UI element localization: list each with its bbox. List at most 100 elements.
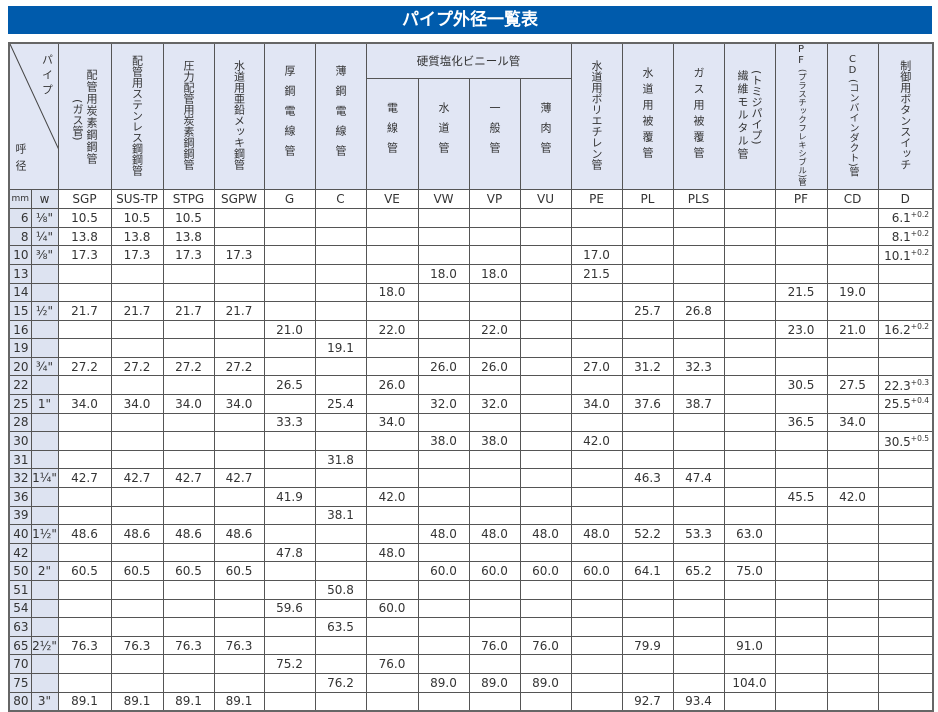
diameter-cell bbox=[57, 505, 112, 526]
nominal-inch: 3" bbox=[30, 691, 59, 712]
diameter-cell bbox=[723, 394, 776, 414]
diameter-cell bbox=[774, 431, 828, 451]
diameter-cell bbox=[672, 375, 725, 396]
diameter-cell bbox=[570, 672, 623, 693]
diameter-cell bbox=[877, 542, 934, 563]
header-tomiji-sub: (トミジパイプ) bbox=[750, 69, 763, 145]
diameter-cell: 89.1 bbox=[162, 691, 215, 712]
table-row: 16 21.0 22.0 22.0 23.0 21.0 16.2+0.2 bbox=[8, 319, 934, 340]
table-row: 42 47.8 48.0 bbox=[8, 542, 934, 563]
diameter-cell bbox=[263, 468, 316, 489]
diameter-cell bbox=[774, 394, 828, 414]
diameter-cell bbox=[826, 580, 879, 600]
diameter-cell bbox=[213, 580, 265, 600]
diameter-cell bbox=[877, 672, 934, 693]
diameter-cell bbox=[723, 301, 776, 321]
diameter-cell bbox=[468, 580, 521, 600]
diameter-cell bbox=[213, 375, 265, 396]
diameter-cell bbox=[877, 635, 934, 656]
diameter-cell bbox=[162, 319, 215, 340]
nominal-inch: 2" bbox=[30, 561, 59, 582]
header-stpg-text: 圧力配管用炭素鋼鋼管 bbox=[182, 60, 195, 171]
diameter-cell: 76.0 bbox=[365, 654, 419, 674]
diameter-cell: 42.0 bbox=[826, 487, 879, 507]
nominal-inch: 1½" bbox=[30, 524, 59, 544]
diameter-cell: 42.0 bbox=[570, 431, 623, 451]
diameter-cell bbox=[877, 487, 934, 507]
diameter-cell bbox=[519, 375, 572, 396]
diameter-cell bbox=[162, 672, 215, 693]
diameter-cell: 32.3 bbox=[672, 356, 725, 377]
table-row: 30 38.0 38.0 42.0 30.5+0.5 bbox=[8, 431, 934, 451]
table-row: 75 76.2 89.0 89.0 89.0 104.0 bbox=[8, 672, 934, 693]
diameter-cell: 25.7 bbox=[621, 301, 674, 321]
nominal-mm: 50 bbox=[8, 561, 32, 582]
diameter-cell: 89.0 bbox=[468, 672, 521, 693]
diameter-cell: 76.3 bbox=[57, 635, 112, 656]
diameter-cell bbox=[417, 598, 470, 619]
diameter-cell: 26.0 bbox=[468, 356, 521, 377]
diameter-cell: 27.2 bbox=[110, 356, 164, 377]
diameter-cell: 18.0 bbox=[468, 263, 521, 284]
diameter-cell bbox=[519, 394, 572, 414]
header-pf-code: PF bbox=[795, 44, 807, 66]
nominal-inch: 1" bbox=[30, 394, 59, 414]
header-pls-text: ガス用被覆管 bbox=[692, 67, 705, 164]
diameter-cell bbox=[774, 561, 828, 582]
diameter-cell: 27.5 bbox=[826, 375, 879, 396]
diameter-cell bbox=[263, 301, 316, 321]
diameter-cell: 17.3 bbox=[213, 245, 265, 265]
diameter-cell bbox=[877, 356, 934, 377]
diameter-cell bbox=[162, 542, 215, 563]
type-code: D bbox=[877, 189, 934, 210]
header-c: 薄鋼電線管 bbox=[314, 42, 367, 191]
diameter-cell: 31.8 bbox=[314, 449, 367, 470]
table-row: 15 ½" 21.7 21.7 21.7 21.7 25.7 26.8 bbox=[8, 301, 934, 321]
diameter-cell-d: 8.1+0.2 bbox=[877, 226, 934, 247]
diameter-cell bbox=[365, 617, 419, 637]
diameter-cell bbox=[826, 301, 879, 321]
nominal-inch bbox=[30, 672, 59, 693]
diameter-cell bbox=[621, 263, 674, 284]
diameter-cell bbox=[213, 617, 265, 637]
diameter-cell: 10.5 bbox=[110, 208, 164, 228]
diameter-cell bbox=[110, 263, 164, 284]
diameter-cell bbox=[672, 412, 725, 433]
header-tomiji-main: 繊維モルタル管 bbox=[736, 69, 749, 161]
diameter-cell-d: 30.5+0.5 bbox=[877, 431, 934, 451]
diameter-cell: 19.1 bbox=[314, 338, 367, 358]
diameter-cell: 89.1 bbox=[213, 691, 265, 712]
diameter-cell: 38.0 bbox=[417, 431, 470, 451]
nominal-inch bbox=[30, 263, 59, 284]
diameter-cell: 32.0 bbox=[417, 394, 470, 414]
type-code: PF bbox=[774, 189, 828, 210]
diameter-cell bbox=[826, 505, 879, 526]
diameter-cell bbox=[263, 394, 316, 414]
diameter-cell bbox=[774, 524, 828, 544]
diameter-cell bbox=[774, 468, 828, 489]
diameter-cell bbox=[519, 691, 572, 712]
diameter-cell bbox=[365, 208, 419, 228]
diameter-cell: 17.3 bbox=[110, 245, 164, 265]
nominal-mm: 20 bbox=[8, 356, 32, 377]
diameter-cell-d: 22.3+0.3 bbox=[877, 375, 934, 396]
diameter-cell bbox=[57, 542, 112, 563]
diameter-cell bbox=[519, 487, 572, 507]
nominal-mm: 32 bbox=[8, 468, 32, 489]
diameter-cell bbox=[417, 580, 470, 600]
diameter-cell bbox=[162, 598, 215, 619]
diameter-cell bbox=[877, 505, 934, 526]
diameter-cell bbox=[570, 598, 623, 619]
diameter-cell: 38.0 bbox=[468, 431, 521, 451]
header-tomiji: 繊維モルタル管 (トミジパイプ) bbox=[723, 42, 776, 191]
diameter-cell bbox=[110, 542, 164, 563]
table-row: 14 18.0 21.5 19.0 bbox=[8, 282, 934, 303]
nominal-mm: 80 bbox=[8, 691, 32, 712]
diameter-cell bbox=[621, 672, 674, 693]
diameter-cell bbox=[417, 319, 470, 340]
diameter-cell: 42.7 bbox=[162, 468, 215, 489]
nominal-mm: 28 bbox=[8, 412, 32, 433]
diameter-cell: 46.3 bbox=[621, 468, 674, 489]
diameter-cell bbox=[468, 208, 521, 228]
diameter-cell bbox=[417, 617, 470, 637]
